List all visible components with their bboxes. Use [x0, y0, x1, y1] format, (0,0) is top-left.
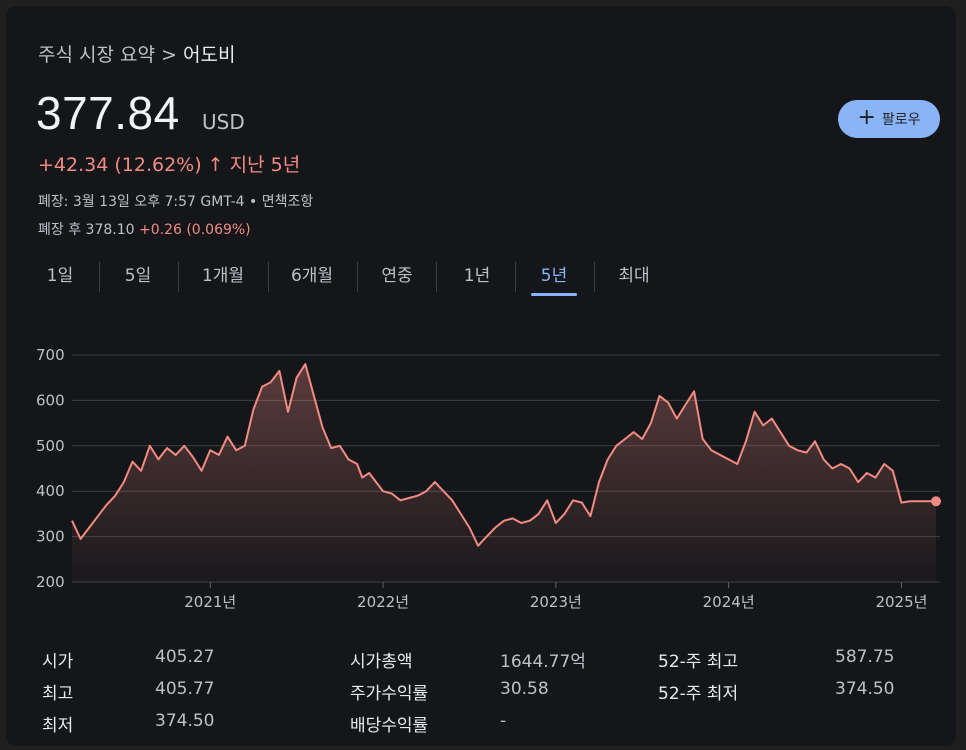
- tab-divider: [436, 262, 437, 292]
- stat-label: 52-주 최고: [658, 652, 739, 672]
- stat-value: 374.50: [835, 679, 895, 699]
- currency-label: USD: [202, 110, 245, 134]
- tab-1d[interactable]: 1일: [46, 266, 74, 286]
- change-value: +42.34 (12.62%): [38, 154, 202, 176]
- plus-icon: +: [857, 105, 876, 130]
- stat-value: 30.58: [500, 679, 549, 699]
- stat-label: 시가: [42, 652, 74, 672]
- price-line: [71, 363, 936, 547]
- after-hours: 폐장 후 378.10 +0.26 (0.069%): [38, 219, 251, 239]
- x-tick-label: 2023년: [530, 593, 582, 611]
- breadcrumb-parent[interactable]: 주식 시장 요약: [38, 44, 155, 66]
- stat-label: 시가총액: [350, 652, 413, 672]
- stat-value: 1644.77억: [500, 652, 586, 672]
- stat-value: -: [500, 711, 507, 731]
- breadcrumb-current: 어도비: [182, 44, 236, 66]
- stat-value: 405.27: [155, 647, 215, 667]
- follow-label: 팔로우: [881, 112, 921, 128]
- tab-divider: [268, 262, 269, 292]
- breadcrumb: 주식 시장 요약 > 어도비: [38, 40, 235, 67]
- after-hours-label: 폐장 후 378.10: [38, 222, 135, 238]
- price-change: +42.34 (12.62%) ↑ 지난 5년: [38, 150, 300, 177]
- tab-divider: [515, 262, 516, 292]
- stat-label: 배당수익률: [350, 716, 429, 736]
- stat-value: 405.77: [155, 679, 215, 699]
- breadcrumb-separator: >: [161, 44, 177, 66]
- stat-label: 최고: [42, 684, 74, 704]
- y-tick-label: 700: [36, 346, 65, 364]
- tab-divider: [357, 262, 358, 292]
- tab-divider: [178, 262, 179, 292]
- tab-max[interactable]: 최대: [618, 266, 650, 286]
- y-tick-label: 500: [36, 437, 65, 455]
- tab-divider: [594, 262, 595, 292]
- y-tick-label: 300: [36, 528, 65, 546]
- market-status: 폐장: 3월 13일 오후 7:57 GMT-4 • 면책조항: [38, 194, 314, 210]
- stat-label: 최저: [42, 716, 74, 736]
- tab-1y[interactable]: 1년: [463, 266, 491, 286]
- stats-table: 시가 405.27 최고 405.77 최저 374.50 시가총액 1644.…: [0, 640, 966, 740]
- price-chart[interactable]: 700 600 500 400 300 200 2021년 2022년 2023년 2024년 2…: [0, 330, 966, 620]
- y-tick-label: 200: [36, 573, 65, 591]
- tab-6m[interactable]: 6개월: [290, 266, 334, 286]
- change-period: 지난 5년: [229, 154, 301, 176]
- y-tick-label: 400: [36, 482, 65, 500]
- y-tick-label: 600: [36, 391, 65, 409]
- x-tick-label: 2024년: [703, 593, 755, 611]
- x-tick-label: 2025년: [875, 593, 927, 611]
- stat-value: 587.75: [835, 647, 895, 667]
- tab-1m[interactable]: 1개월: [201, 266, 245, 286]
- price-area: [72, 364, 936, 582]
- tab-divider: [99, 262, 100, 292]
- stat-value: 374.50: [155, 711, 215, 731]
- x-tick-label: 2021년: [184, 593, 236, 611]
- tab-5d[interactable]: 5일: [124, 266, 152, 286]
- arrow-up-icon: ↑: [207, 154, 224, 176]
- tab-ytd[interactable]: 연중: [381, 266, 413, 286]
- stock-card: [6, 6, 956, 746]
- stat-label: 52-주 최저: [658, 684, 739, 704]
- stat-label: 주가수익률: [350, 684, 429, 704]
- active-tab-indicator: [531, 293, 577, 296]
- tab-5y[interactable]: 5년: [540, 266, 568, 286]
- follow-button[interactable]: + 팔로우: [838, 100, 940, 138]
- stock-price: 377.84: [36, 87, 180, 139]
- last-price-dot: [931, 496, 941, 507]
- after-hours-change: +0.26 (0.069%): [138, 222, 251, 238]
- x-tick-label: 2022년: [357, 593, 409, 611]
